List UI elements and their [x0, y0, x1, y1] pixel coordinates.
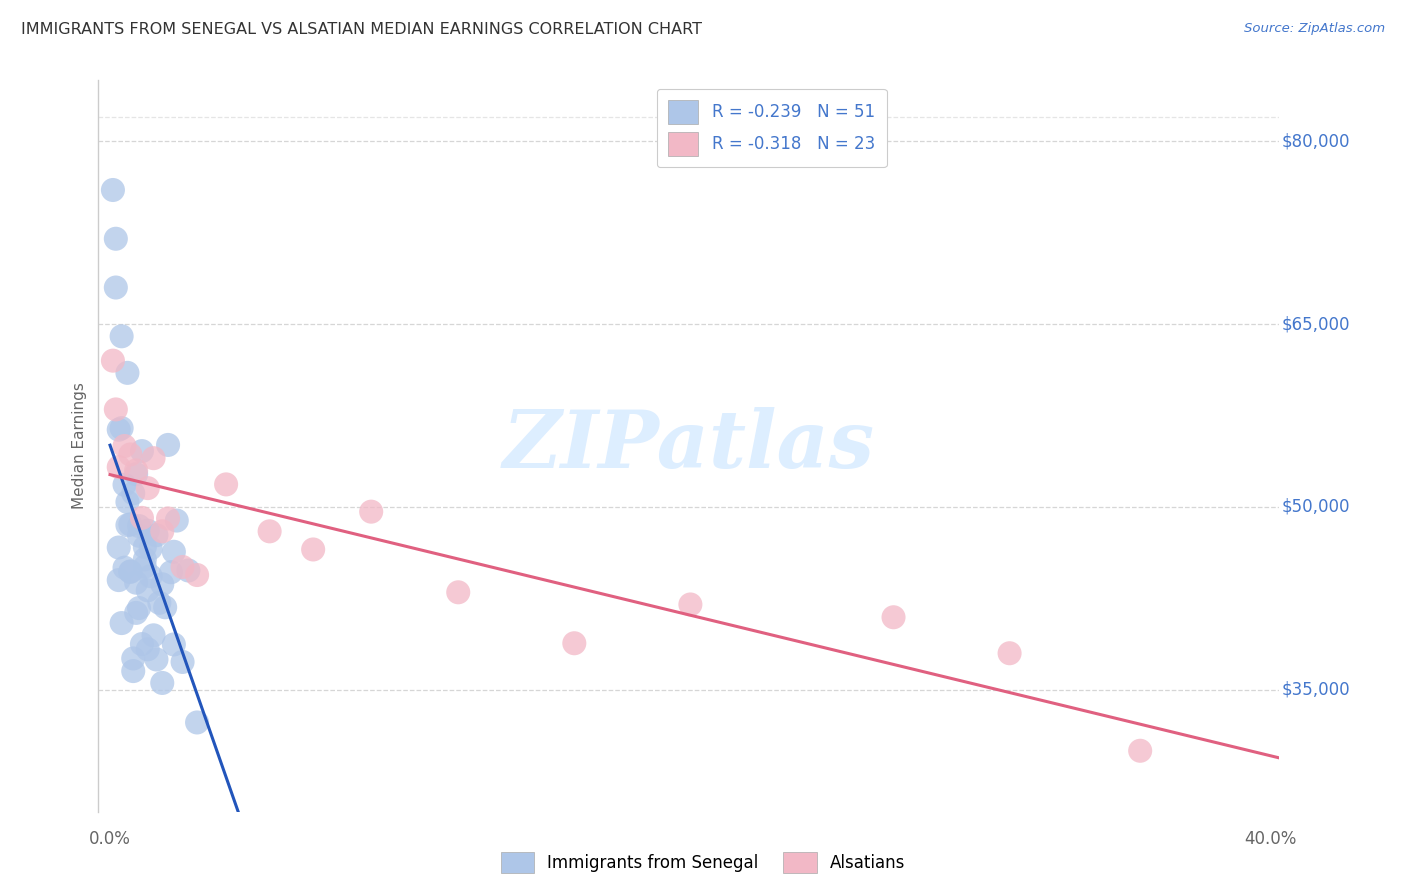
- Point: [447, 585, 470, 599]
- Y-axis label: Median Earnings: Median Earnings: [72, 383, 87, 509]
- Point: [186, 568, 208, 582]
- Text: $35,000: $35,000: [1282, 681, 1350, 698]
- Point: [107, 573, 129, 587]
- Point: [111, 616, 134, 631]
- Point: [360, 505, 382, 519]
- Point: [148, 596, 170, 610]
- Point: [111, 329, 134, 343]
- Text: $65,000: $65,000: [1282, 315, 1350, 333]
- Point: [150, 524, 173, 539]
- Point: [157, 438, 180, 452]
- Text: 40.0%: 40.0%: [1244, 830, 1296, 848]
- Point: [125, 606, 148, 620]
- Point: [883, 610, 905, 624]
- Point: [111, 421, 134, 435]
- Point: [139, 569, 162, 583]
- Point: [157, 511, 180, 525]
- Point: [163, 545, 186, 559]
- Point: [136, 524, 159, 538]
- Point: [117, 518, 139, 533]
- Point: [163, 637, 186, 651]
- Point: [134, 552, 156, 566]
- Point: [101, 353, 124, 368]
- Point: [122, 486, 145, 500]
- Point: [134, 540, 156, 554]
- Point: [215, 477, 238, 491]
- Point: [125, 575, 148, 590]
- Point: [128, 519, 150, 533]
- Point: [150, 676, 173, 690]
- Point: [139, 541, 162, 556]
- Point: [136, 481, 159, 495]
- Point: [145, 528, 167, 542]
- Text: IMMIGRANTS FROM SENEGAL VS ALSATIAN MEDIAN EARNINGS CORRELATION CHART: IMMIGRANTS FROM SENEGAL VS ALSATIAN MEDI…: [21, 22, 702, 37]
- Point: [125, 467, 148, 482]
- Point: [114, 439, 136, 453]
- Point: [1129, 744, 1152, 758]
- Point: [128, 529, 150, 543]
- Point: [142, 451, 165, 466]
- Point: [107, 423, 129, 437]
- Text: ZIPatlas: ZIPatlas: [503, 408, 875, 484]
- Point: [120, 565, 142, 579]
- Text: Source: ZipAtlas.com: Source: ZipAtlas.com: [1244, 22, 1385, 36]
- Point: [117, 366, 139, 380]
- Text: $50,000: $50,000: [1282, 498, 1350, 516]
- Point: [186, 715, 208, 730]
- Point: [679, 598, 702, 612]
- Point: [101, 183, 124, 197]
- Point: [142, 628, 165, 642]
- Point: [998, 646, 1021, 660]
- Point: [114, 560, 136, 574]
- Point: [177, 564, 200, 578]
- Legend: Immigrants from Senegal, Alsatians: Immigrants from Senegal, Alsatians: [494, 846, 912, 880]
- Point: [120, 447, 142, 461]
- Point: [136, 583, 159, 598]
- Point: [136, 642, 159, 657]
- Point: [114, 477, 136, 491]
- Point: [172, 560, 194, 574]
- Text: $80,000: $80,000: [1282, 132, 1350, 150]
- Point: [120, 565, 142, 579]
- Point: [160, 566, 183, 580]
- Point: [131, 511, 153, 525]
- Point: [120, 517, 142, 532]
- Point: [128, 601, 150, 615]
- Point: [104, 402, 127, 417]
- Point: [107, 541, 129, 555]
- Point: [172, 655, 194, 669]
- Point: [131, 444, 153, 458]
- Point: [153, 600, 176, 615]
- Point: [150, 577, 173, 591]
- Point: [131, 637, 153, 651]
- Point: [259, 524, 281, 539]
- Point: [562, 636, 585, 650]
- Point: [166, 514, 188, 528]
- Point: [104, 280, 127, 294]
- Point: [117, 495, 139, 509]
- Text: 0.0%: 0.0%: [89, 830, 131, 848]
- Point: [122, 651, 145, 665]
- Point: [134, 559, 156, 574]
- Point: [125, 463, 148, 477]
- Legend: R = -0.239   N = 51, R = -0.318   N = 23: R = -0.239 N = 51, R = -0.318 N = 23: [657, 88, 887, 168]
- Point: [302, 542, 325, 557]
- Point: [122, 664, 145, 678]
- Point: [107, 460, 129, 475]
- Point: [104, 232, 127, 246]
- Point: [145, 652, 167, 666]
